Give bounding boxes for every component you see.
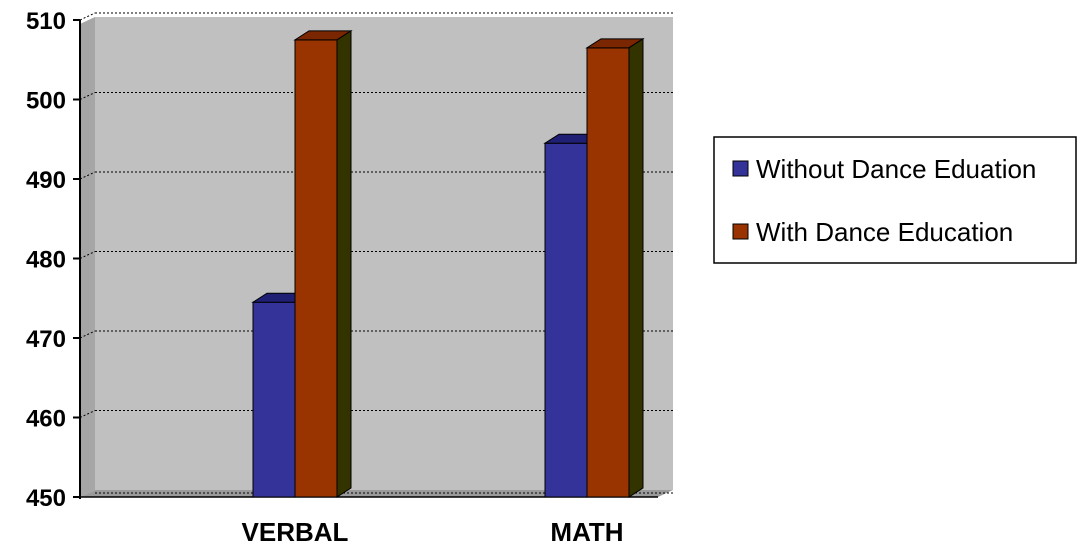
legend-label-with-dance: With Dance Education <box>756 217 1013 247</box>
category-labels: VERBAL MATH <box>242 517 624 546</box>
bar-side <box>336 29 352 498</box>
y-tick-label: 470 <box>26 326 66 353</box>
category-label-verbal: VERBAL <box>242 517 349 546</box>
legend-box <box>713 136 1077 264</box>
category-label-math: MATH <box>550 517 623 546</box>
bar-front <box>252 301 296 498</box>
y-tick-label: 490 <box>26 167 66 194</box>
gridline-side <box>79 92 96 100</box>
y-axis-ticks: 450 460 470 480 490 500 510 <box>26 8 80 512</box>
bar-side <box>628 37 644 498</box>
y-tick-label: 450 <box>26 485 66 512</box>
bar-math-series-1 <box>585 37 645 498</box>
plot-side-wall <box>80 17 95 497</box>
bars <box>251 29 645 498</box>
legend-swatch-with-dance <box>732 223 749 240</box>
bar-verbal-series-1 <box>293 29 353 498</box>
gridline-side <box>79 410 96 418</box>
gridline-side <box>79 330 96 339</box>
y-tick-label: 460 <box>26 406 66 433</box>
y-tick-label: 500 <box>26 88 66 115</box>
bar-front <box>586 47 630 498</box>
gridline-side <box>79 251 96 259</box>
gridline-side <box>79 12 96 21</box>
y-tick-label: 510 <box>26 8 66 35</box>
legend-swatch-without-dance <box>732 160 749 177</box>
gridline-side <box>79 171 96 180</box>
bar-front <box>294 39 338 498</box>
legend: Without Dance Eduation With Dance Educat… <box>713 136 1077 264</box>
y-tick-label: 480 <box>26 247 66 274</box>
legend-label-without-dance: Without Dance Eduation <box>756 154 1036 184</box>
bar-front <box>544 142 588 498</box>
plot-back-wall <box>95 17 673 490</box>
